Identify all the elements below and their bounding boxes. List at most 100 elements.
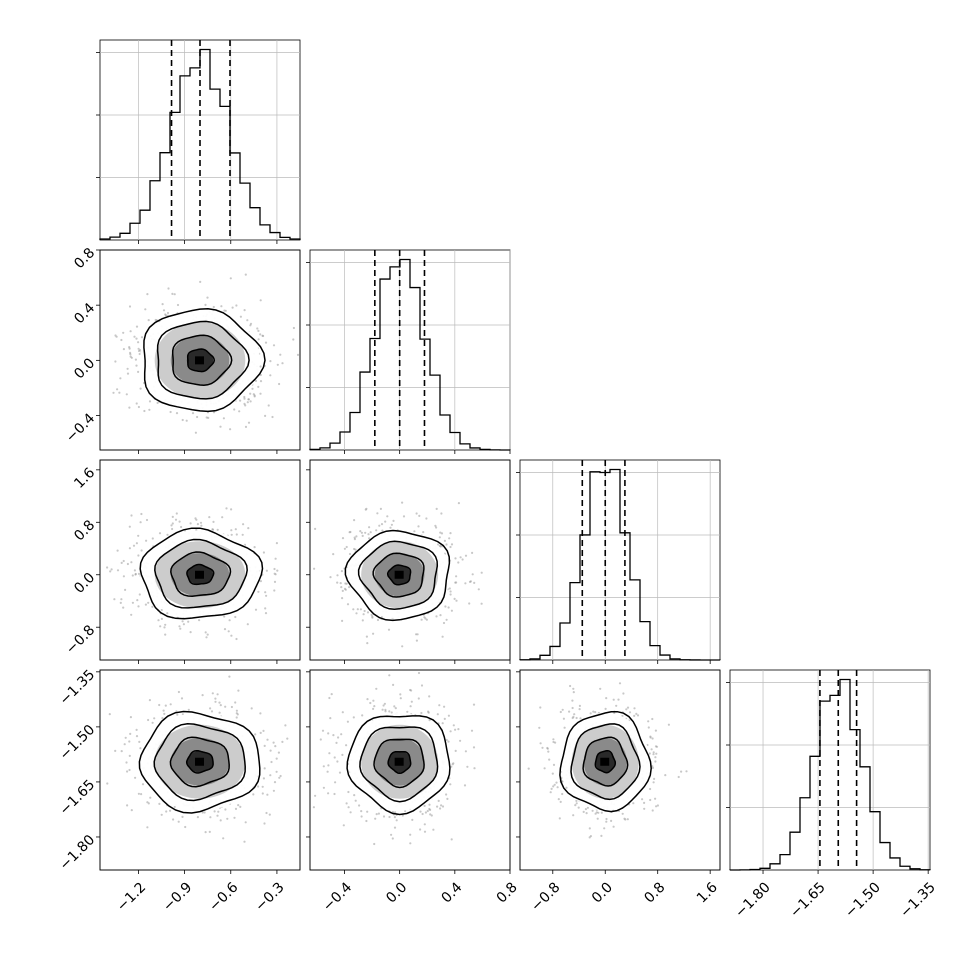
scatter-point: [375, 687, 378, 690]
panel-border-3-2: [519, 669, 721, 871]
scatter-point: [444, 605, 447, 608]
scatter-point: [108, 713, 111, 716]
scatter-point: [151, 605, 154, 608]
scatter-point: [209, 707, 212, 710]
scatter-point: [175, 412, 179, 415]
density-peak: [195, 757, 204, 766]
scatter-point: [158, 703, 161, 707]
scatter-point: [636, 714, 640, 717]
scatter-point: [410, 700, 413, 703]
scatter-point: [139, 387, 142, 390]
scatter-point: [161, 717, 164, 720]
scatter-point: [584, 808, 588, 811]
scatter-point: [349, 530, 352, 534]
scatter-point: [137, 605, 140, 608]
scatter-point: [135, 402, 138, 405]
scatter-point: [341, 753, 344, 757]
scatter-point: [416, 633, 419, 636]
scatter-point: [214, 697, 217, 700]
scatter-point: [164, 633, 167, 636]
scatter-point: [680, 770, 683, 773]
scatter-point: [549, 791, 552, 794]
scatter-point: [656, 804, 660, 807]
scatter-point: [568, 710, 571, 713]
scatter-point: [610, 819, 613, 823]
scatter-point: [237, 689, 240, 692]
scatter-point: [389, 526, 392, 529]
scatter-point: [151, 721, 154, 724]
panel-border-2-0: [99, 459, 301, 661]
histogram-1: [309, 258, 511, 451]
scatter-point: [243, 309, 246, 312]
scatter-point: [130, 809, 133, 812]
x-tick-label-3-2: −1.50: [842, 879, 884, 921]
y-tick-label-3-1: −1.65: [57, 777, 99, 819]
scatter-point: [221, 516, 224, 519]
scatter-point: [259, 365, 262, 368]
scatter-point: [364, 508, 367, 511]
scatter-point: [468, 602, 471, 605]
scatter-point: [372, 632, 375, 635]
scatter-point: [454, 728, 457, 731]
scatter-point: [266, 738, 269, 741]
scatter-point: [160, 608, 163, 612]
scatter-point: [137, 792, 140, 795]
scatter-point: [653, 777, 656, 781]
scatter-point: [341, 597, 344, 600]
scatter-point: [470, 729, 474, 732]
scatter-point: [125, 393, 128, 396]
scatter-point: [254, 379, 258, 382]
scatter-point: [204, 303, 207, 306]
scatter-point: [247, 398, 250, 401]
scatter-point: [333, 756, 336, 759]
y-tick-label-2-2: 0.8: [71, 517, 98, 544]
scatter-point: [130, 613, 133, 616]
scatter-point: [135, 735, 139, 738]
scatter-point: [677, 775, 680, 779]
scatter-point: [565, 786, 568, 789]
scatter-point: [603, 827, 606, 830]
y-tick-label-2-1: 0.0: [71, 570, 98, 597]
scatter-point: [365, 635, 368, 638]
scatter-point: [271, 415, 274, 419]
scatter-point: [119, 601, 122, 605]
scatter-point: [130, 561, 133, 564]
scatter-point: [264, 341, 268, 344]
scatter-point: [233, 816, 236, 819]
x-tick-label-3-3: −1.35: [897, 879, 939, 921]
scatter-point: [262, 729, 265, 733]
scatter-point: [262, 551, 265, 554]
scatter-point: [377, 812, 380, 815]
contour-line-0: [143, 308, 266, 413]
scatter-point: [171, 522, 174, 525]
scatter-point: [281, 740, 284, 744]
scatter-point: [264, 591, 267, 594]
scatter-point: [195, 518, 198, 521]
scatter-point: [420, 684, 424, 687]
scatter-point: [259, 392, 262, 395]
scatter-point: [230, 634, 233, 637]
scatter-point: [234, 701, 237, 704]
scatter-point: [685, 770, 688, 773]
scatter-point: [571, 699, 574, 702]
scatter-point: [388, 674, 391, 677]
scatter-point: [472, 703, 476, 706]
scatter-point: [269, 374, 272, 377]
scatter-point: [454, 749, 457, 753]
scatter-panel-3-2: [516, 669, 721, 874]
scatter-point: [346, 720, 349, 723]
scatter-point: [328, 752, 331, 755]
scatter-point: [322, 765, 325, 768]
contour-line-3: [186, 348, 216, 373]
scatter-point: [358, 804, 361, 807]
scatter-point: [445, 543, 448, 546]
scatter-point: [643, 807, 646, 810]
scatter-point: [144, 603, 147, 606]
scatter-point: [594, 711, 597, 714]
scatter-point: [259, 373, 262, 377]
scatter-point: [390, 833, 393, 836]
scatter-point: [443, 539, 446, 543]
scatter-point: [147, 601, 150, 604]
scatter-point: [166, 612, 169, 615]
